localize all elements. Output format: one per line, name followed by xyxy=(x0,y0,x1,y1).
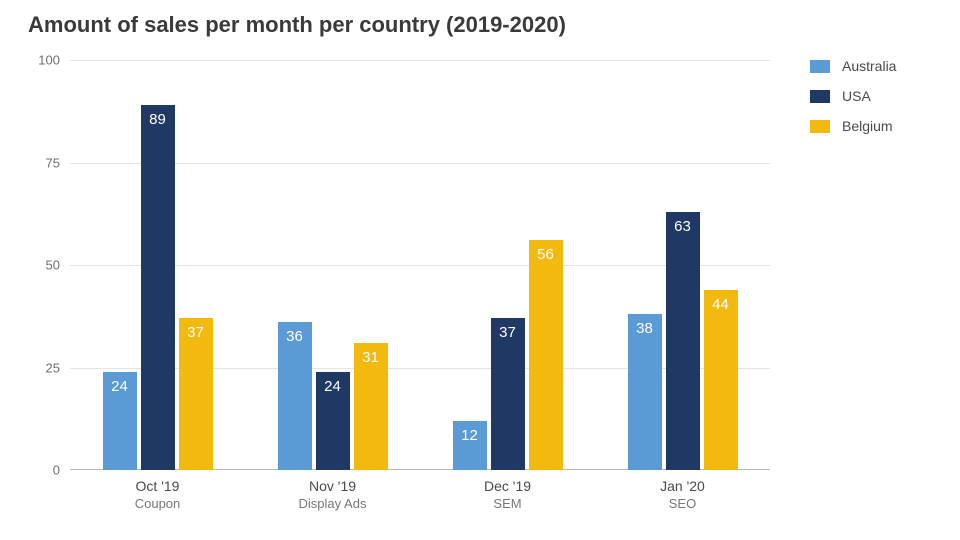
legend-swatch xyxy=(810,120,830,133)
x-category-line1: Nov '19 xyxy=(245,478,420,494)
bar-value-label: 36 xyxy=(278,328,312,345)
bar-australia: 36 xyxy=(278,322,312,470)
legend: Australia USA Belgium xyxy=(810,58,896,148)
chart-title: Amount of sales per month per country (2… xyxy=(28,12,566,38)
bar-australia: 38 xyxy=(628,314,662,470)
legend-label: USA xyxy=(842,88,871,104)
bar-belgium: 31 xyxy=(354,343,388,470)
y-tick-label: 25 xyxy=(20,360,60,375)
legend-swatch xyxy=(810,60,830,73)
bar-belgium: 44 xyxy=(704,290,738,470)
bar-usa: 63 xyxy=(666,212,700,470)
bar-value-label: 24 xyxy=(103,378,137,395)
gridline xyxy=(70,163,770,164)
bar-value-label: 63 xyxy=(666,218,700,235)
x-category-label: Jan '20 SEO xyxy=(595,470,770,511)
bar-australia: 12 xyxy=(453,421,487,470)
legend-swatch xyxy=(810,90,830,103)
bar-value-label: 37 xyxy=(491,324,525,341)
bar-value-label: 12 xyxy=(453,427,487,444)
legend-item: Belgium xyxy=(810,118,896,134)
chart-container: Amount of sales per month per country (2… xyxy=(0,0,960,540)
legend-item: Australia xyxy=(810,58,896,74)
bar-value-label: 24 xyxy=(316,378,350,395)
bar-value-label: 38 xyxy=(628,320,662,337)
bar-value-label: 56 xyxy=(529,246,563,263)
plot-area: 0255075100248937Oct '19Coupon362431Nov '… xyxy=(70,60,770,470)
x-category-line2: Display Ads xyxy=(245,496,420,511)
bar-value-label: 89 xyxy=(141,111,175,128)
x-category-label: Oct '19 Coupon xyxy=(70,470,245,511)
y-tick-label: 0 xyxy=(20,463,60,478)
x-category-line1: Oct '19 xyxy=(70,478,245,494)
legend-label: Belgium xyxy=(842,118,893,134)
x-category-line2: SEM xyxy=(420,496,595,511)
gridline xyxy=(70,60,770,61)
bar-belgium: 37 xyxy=(179,318,213,470)
x-category-line2: Coupon xyxy=(70,496,245,511)
bar-usa: 89 xyxy=(141,105,175,470)
bar-belgium: 56 xyxy=(529,240,563,470)
x-category-line1: Dec '19 xyxy=(420,478,595,494)
bar-value-label: 44 xyxy=(704,296,738,313)
legend-item: USA xyxy=(810,88,896,104)
y-tick-label: 100 xyxy=(20,53,60,68)
y-tick-label: 50 xyxy=(20,258,60,273)
legend-label: Australia xyxy=(842,58,896,74)
bar-value-label: 31 xyxy=(354,349,388,366)
x-category-label: Nov '19 Display Ads xyxy=(245,470,420,511)
y-tick-label: 75 xyxy=(20,155,60,170)
bar-usa: 37 xyxy=(491,318,525,470)
x-category-label: Dec '19 SEM xyxy=(420,470,595,511)
bar-value-label: 37 xyxy=(179,324,213,341)
x-category-line1: Jan '20 xyxy=(595,478,770,494)
bar-australia: 24 xyxy=(103,372,137,470)
x-category-line2: SEO xyxy=(595,496,770,511)
bar-usa: 24 xyxy=(316,372,350,470)
